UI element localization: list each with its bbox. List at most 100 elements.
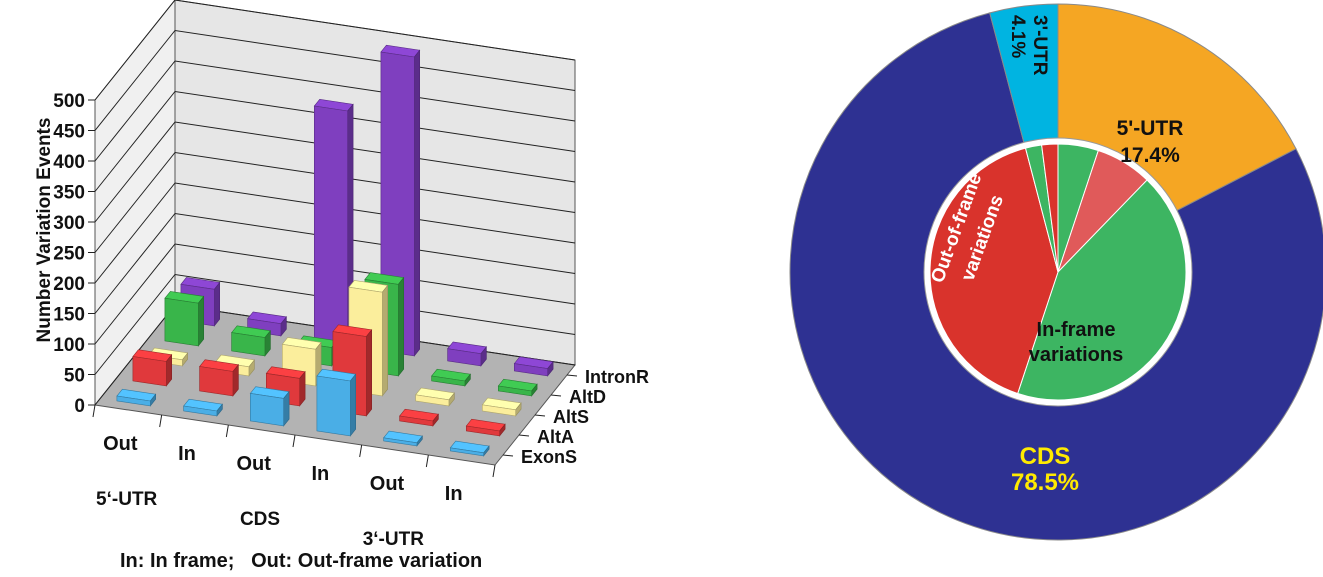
bar-front: [497, 385, 532, 397]
bar-front: [481, 404, 516, 417]
bar-AltA-1: [199, 359, 239, 397]
bar-ExonS-2: [249, 386, 290, 427]
bar-chart-3d: 0 50 100 150 200 250 300 350 400 450 500 Number Var…: [34, 0, 649, 550]
y-tick-label: 250: [53, 244, 85, 265]
y-tick-label: 0: [74, 396, 85, 417]
z-tick: [534, 414, 546, 417]
gridline: [94, 273, 576, 375]
x-group-label: 3‘-UTR: [363, 529, 425, 550]
x-category-label: Out: [103, 433, 138, 455]
bar-IntronR-4: [447, 341, 487, 367]
bar-AltD-0: [164, 291, 205, 347]
bar-front: [231, 332, 266, 357]
gridline: [94, 0, 576, 101]
bar-ExonS-4: [383, 430, 423, 447]
y-tick-label: 400: [53, 152, 85, 173]
bar-AltD-1: [231, 325, 271, 357]
bar-AltA-4: [399, 408, 439, 427]
label-cds: CDS: [1020, 443, 1071, 470]
x-group-label: CDS: [240, 509, 280, 530]
bar-front: [316, 375, 351, 437]
z-tick: [566, 374, 578, 377]
x-category-label: In: [311, 463, 329, 485]
inner-slice-5: [1041, 143, 1059, 273]
z-series-label: AltA: [537, 427, 574, 447]
z-tick: [518, 434, 530, 437]
y-tick-label: 500: [53, 91, 85, 112]
bar-ExonS-5: [449, 440, 490, 457]
bar-front: [399, 415, 434, 427]
bar-front: [431, 375, 466, 387]
x-category-label: In: [178, 443, 196, 465]
bar-front: [513, 363, 548, 377]
z-series-label: IntronR: [585, 367, 649, 387]
bar-IntronR-2: [313, 98, 354, 347]
y-axis-label: Number Variation Events: [34, 118, 55, 343]
bar-front: [449, 447, 484, 457]
value-cds: 78.5%: [1011, 469, 1079, 496]
z-tick: [550, 394, 562, 397]
bar-side: [349, 373, 357, 437]
y-tick-label: 50: [64, 366, 85, 387]
x-tick: [492, 464, 496, 478]
label-5utr: 5'-UTR: [1117, 117, 1184, 140]
x-tick: [359, 444, 363, 458]
y-tick-label: 150: [53, 305, 85, 326]
bar-front: [383, 437, 418, 447]
bar-side: [397, 276, 405, 377]
label-3utr: 3'-UTR: [1029, 15, 1050, 76]
z-tick: [502, 454, 514, 457]
gridline: [94, 151, 576, 253]
bar-AltS-5: [481, 397, 522, 417]
value-5utr: 17.4%: [1120, 144, 1180, 167]
y-tick-label: 450: [53, 122, 85, 143]
bar-ExonS-1: [183, 398, 223, 417]
gridline: [94, 121, 576, 223]
gridline: [94, 182, 576, 284]
y-tick-label: 300: [53, 213, 85, 234]
z-series-label: ExonS: [521, 447, 577, 467]
z-series-label: AltS: [553, 407, 589, 427]
bar-side: [413, 49, 421, 357]
x-category-label: In: [445, 483, 463, 505]
bar-front: [164, 297, 199, 347]
figure-caption: In: In frame; Out: Out-frame variation: [120, 550, 483, 572]
gridline: [94, 212, 576, 314]
bar-front: [132, 356, 167, 387]
x-category-label: Out: [236, 453, 271, 475]
gridline: [94, 60, 576, 162]
x-tick: [159, 414, 163, 428]
bar-AltA-2: [265, 366, 306, 407]
x-tick: [92, 404, 96, 418]
z-series-label: AltD: [569, 387, 606, 407]
y-tick-label: 100: [53, 335, 85, 356]
y-tick-label: 200: [53, 274, 85, 295]
label-in-frame: In-frame: [1037, 319, 1116, 341]
inner-slice-3: [929, 147, 1059, 395]
x-tick: [292, 434, 296, 448]
gridline: [94, 90, 576, 192]
x-tick: [225, 424, 229, 438]
bar-side: [214, 281, 220, 327]
bar-AltS-4: [415, 387, 455, 407]
gridline: [94, 243, 576, 345]
bar-front: [116, 395, 151, 407]
label-in-frame-2: variations: [1029, 344, 1123, 366]
bar-AltD-4: [431, 368, 471, 387]
bar-AltA-5: [465, 418, 506, 437]
bar-side: [198, 295, 204, 347]
x-tick: [425, 454, 429, 468]
bar-side: [365, 328, 373, 417]
bar-ExonS-3: [316, 368, 357, 437]
x-category-label: Out: [370, 473, 405, 495]
bar-AltD-5: [497, 378, 538, 397]
bar-IntronR-5: [513, 356, 554, 377]
y-tick-label: 350: [53, 183, 85, 204]
x-group-label: 5‘-UTR: [96, 489, 158, 510]
bar-front: [250, 393, 284, 427]
bar-front: [465, 425, 500, 437]
bar-front: [313, 105, 348, 347]
bar-front: [199, 366, 234, 397]
